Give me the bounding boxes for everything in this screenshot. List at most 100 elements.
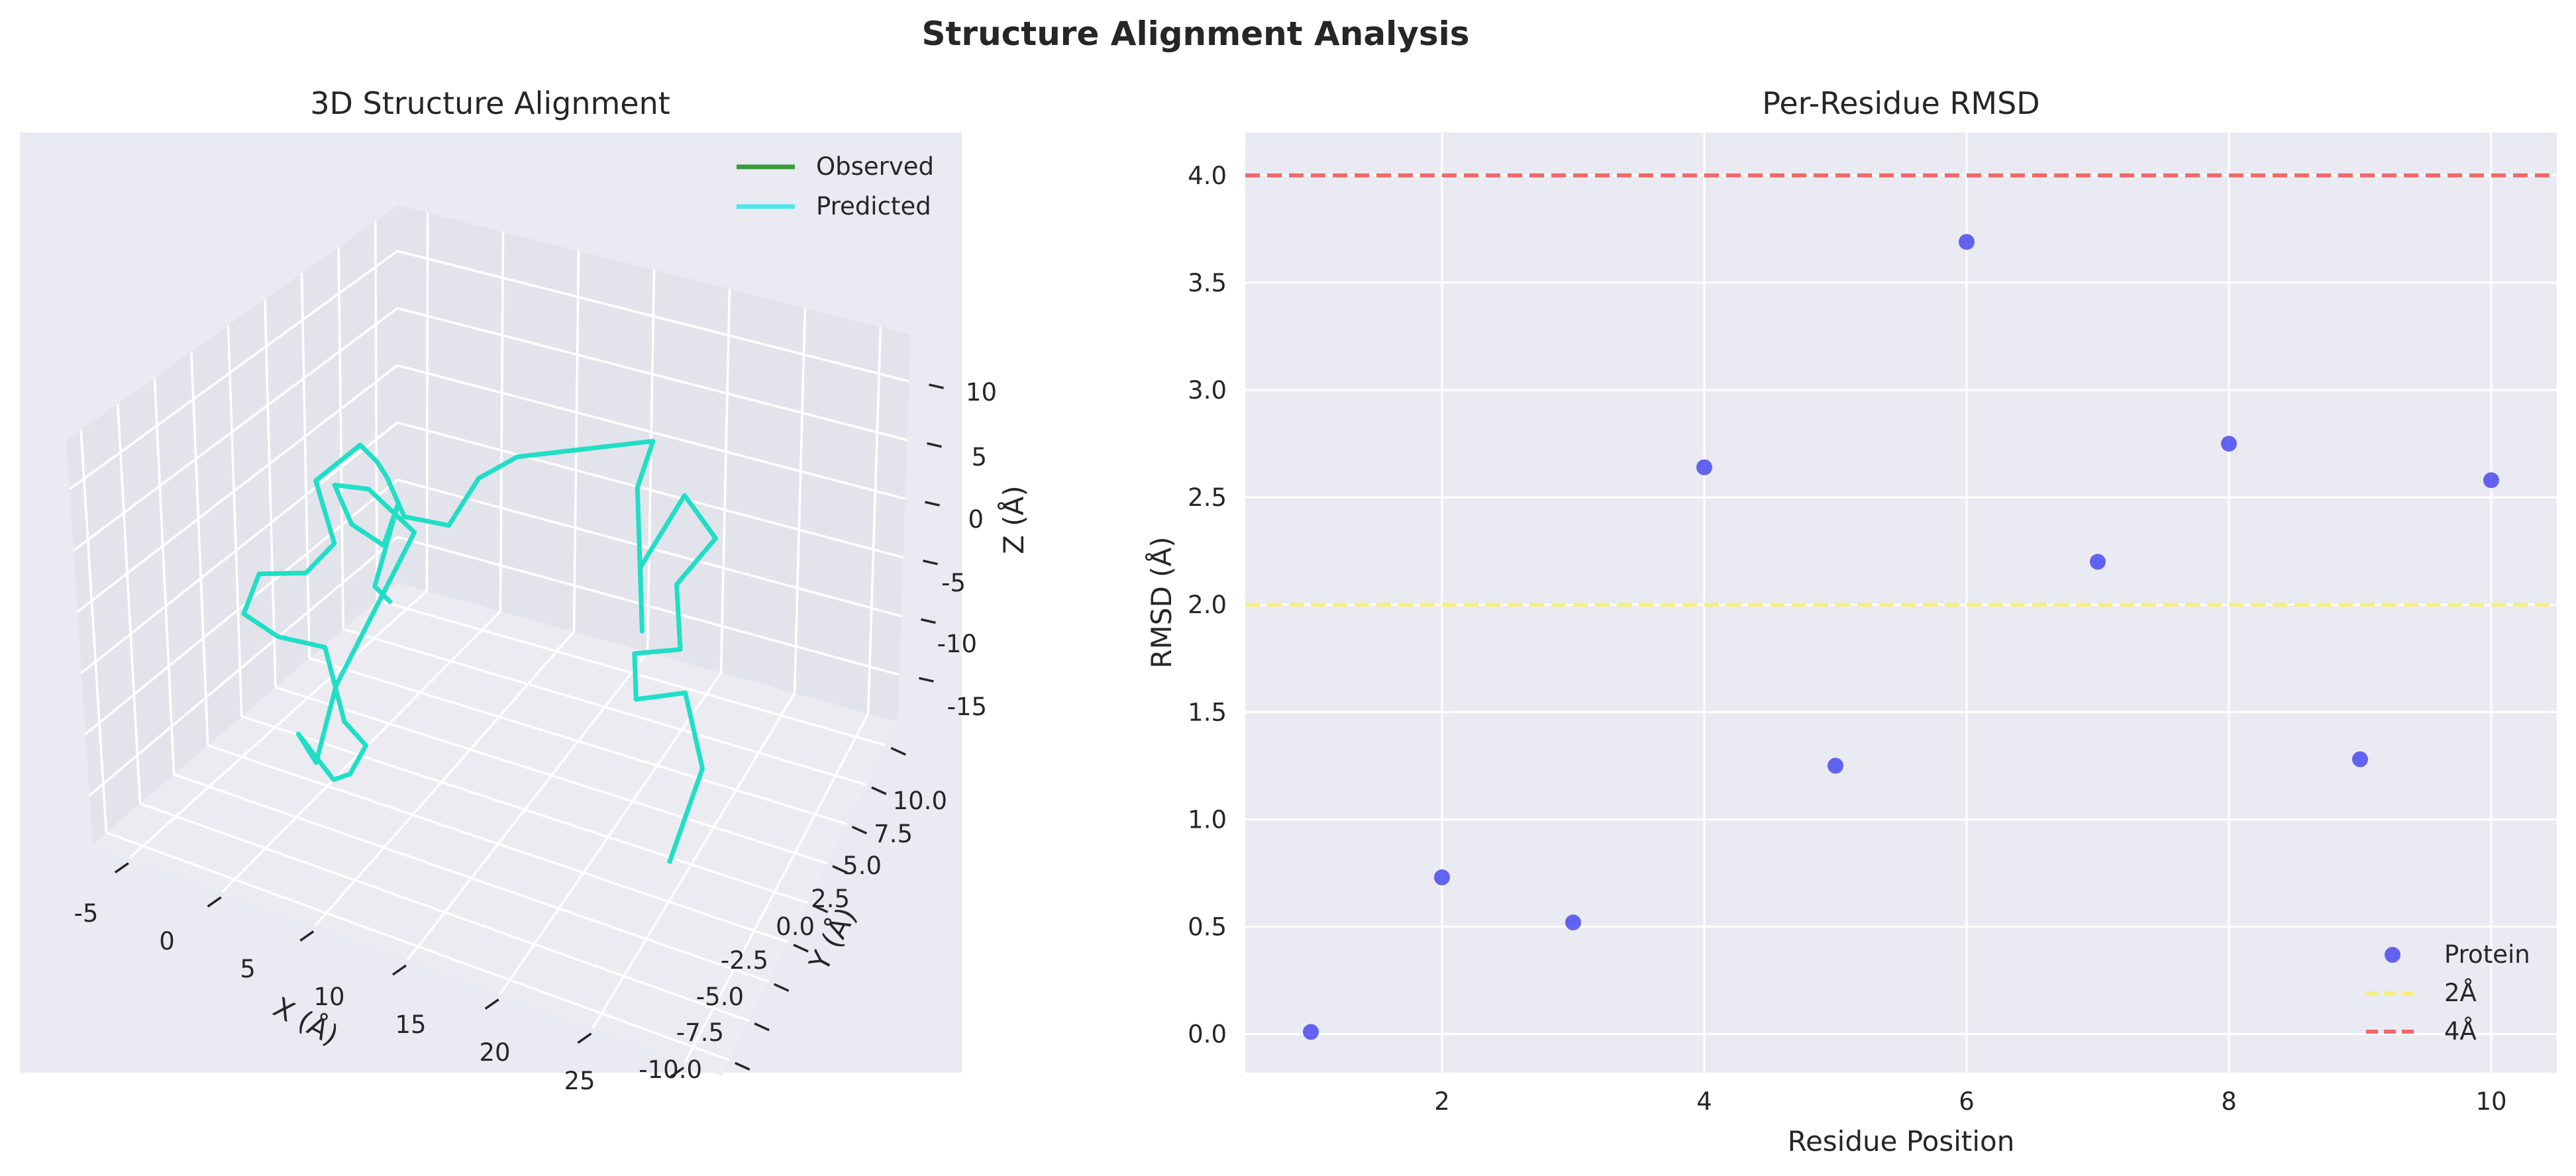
y-tick-label: 1.0: [1188, 805, 1227, 834]
z-tick-mark: [923, 560, 938, 565]
x-tick-label: 2: [1434, 1087, 1450, 1116]
rmsd-gridlines: [1245, 132, 2557, 1073]
y-tick-mark: [890, 747, 907, 756]
rmsd-points: [1303, 234, 2499, 1040]
3d-gridlines: [68, 213, 910, 1063]
3d-left-pane: [66, 205, 397, 844]
x-tick-label: 8: [2221, 1087, 2237, 1116]
z-tick-label: -10: [937, 630, 977, 658]
y-tick-mark: [812, 904, 829, 914]
x-tick-label: 25: [564, 1067, 595, 1095]
rmsd-axes-background: [1245, 132, 2557, 1073]
y-tick-label: 3.0: [1188, 376, 1227, 405]
rmsd-point: [2221, 436, 2237, 452]
z-tick-mark: [925, 501, 940, 507]
rmsd-point: [1303, 1024, 1319, 1040]
legend-2a-label: 2Å: [2444, 978, 2477, 1007]
y-tick-label: 3.5: [1188, 269, 1227, 297]
x-tick-labels: -5 0 5 10 15 20 25: [74, 899, 595, 1095]
z-tick-mark: [921, 618, 936, 624]
x-tick-label: 0: [159, 927, 175, 956]
y-tick-label: -10.0: [639, 1055, 702, 1084]
z-tick-label: 0: [968, 505, 984, 534]
rmsd-y-axis-label: RMSD (Å): [1145, 536, 1178, 668]
y-tick-mark: [735, 1061, 750, 1071]
z-tick-mark: [929, 383, 944, 389]
z-axis-label: Z (Å): [997, 485, 1030, 554]
y-tick-mark: [851, 825, 868, 835]
x-tick-label: 4: [1696, 1087, 1712, 1116]
rmsd-point: [2483, 472, 2499, 489]
y-tick-label: 7.5: [874, 820, 913, 848]
legend-protein-label: Protein: [2444, 940, 2530, 969]
x-tick-label: 10: [2475, 1087, 2506, 1116]
rmsd-panel: Per-Residue RMSD 0.0 0.5 1.0 1.5 2.0 2.5 3.0 3.…: [1145, 85, 2557, 1157]
y-tick-label: 10.0: [893, 787, 947, 815]
x-tick-mark: [114, 862, 129, 874]
rmsd-y-tick-labels: 0.0 0.5 1.0 1.5 2.0 2.5 3.0 3.5 4.0: [1188, 162, 1227, 1049]
structure-3d-title: 3D Structure Alignment: [310, 85, 670, 121]
y-tick-mark: [754, 1022, 770, 1032]
y-tick-mark: [773, 983, 790, 992]
y-tick-label: 0.0: [1188, 1020, 1227, 1049]
rmsd-point: [1565, 914, 1581, 931]
legend-predicted-label: Predicted: [816, 192, 931, 220]
x-tick-mark: [299, 930, 315, 942]
y-tick-label: 1.5: [1188, 698, 1227, 726]
structure-3d-panel: 3D Structure Alignment -5 0 5 10 15 20 2…: [20, 85, 1030, 1095]
y-tick-labels: -10.0 -7.5 -5.0 -2.5 0.0 2.5 5.0 7.5 10.…: [639, 787, 947, 1084]
x-tick-label: -5: [74, 899, 99, 928]
rmsd-point: [1959, 234, 1975, 250]
z-tick-label: -5: [941, 569, 966, 597]
y-tick-label: 2.0: [1188, 591, 1227, 619]
legend-4a-label: 4Å: [2444, 1016, 2477, 1046]
y-tick-label: 0.0: [776, 912, 815, 941]
x-tick-label: 20: [479, 1038, 510, 1067]
x-tick-label: 6: [1959, 1087, 1975, 1116]
x-tick-label: 15: [395, 1010, 426, 1039]
rmsd-legend: Protein 2Å 4Å: [2366, 940, 2530, 1046]
legend-protein-marker: [2385, 947, 2400, 963]
y-tick-mark: [832, 865, 848, 874]
rmsd-title: Per-Residue RMSD: [1762, 85, 2039, 121]
z-tick-label: 10: [966, 378, 997, 407]
x-tick-mark: [207, 896, 222, 908]
x-tick-mark: [391, 964, 407, 976]
x-tick-label: 10: [313, 983, 344, 1011]
rmsd-point: [1828, 758, 1843, 774]
predicted-trace-line: [241, 438, 718, 864]
rmsd-point: [1434, 869, 1450, 885]
z-tick-mark: [927, 442, 942, 448]
z-tick-labels: -15 -10 -5 0 5 10: [937, 378, 997, 721]
y-tick-label: 0.5: [1188, 913, 1227, 942]
figure-suptitle: Structure Alignment Analysis: [922, 15, 1470, 53]
y-tick-label: -2.5: [721, 946, 768, 975]
3d-floor-pane: [93, 583, 898, 1076]
z-tick-label: 5: [971, 443, 987, 471]
structure-3d-legend: Observed Predicted: [737, 152, 934, 220]
z-tick-label: -15: [947, 693, 987, 721]
x-tick-label: 5: [240, 955, 256, 983]
x-tick-mark: [577, 1032, 592, 1044]
x-tick-mark: [484, 999, 499, 1010]
x-tick-mark: [670, 1066, 685, 1078]
rmsd-x-tick-labels: 2 4 6 8 10: [1434, 1087, 2506, 1116]
y-tick-label: -5.0: [696, 983, 744, 1011]
3d-back-pane: [397, 205, 911, 722]
legend-observed-label: Observed: [816, 152, 934, 181]
y-tick-label: 4.0: [1188, 162, 1227, 190]
y-tick-mark: [871, 786, 887, 795]
y-tick-label: -7.5: [676, 1018, 724, 1047]
z-tick-mark: [919, 677, 934, 683]
y-tick-label: 2.5: [811, 885, 850, 913]
3d-tick-marks: [114, 383, 944, 1078]
rmsd-point: [1696, 459, 1712, 475]
rmsd-threshold-lines: [1245, 173, 2557, 607]
y-tick-mark: [793, 944, 809, 953]
rmsd-point: [2352, 751, 2368, 767]
y-tick-label: 5.0: [843, 852, 882, 880]
y-tick-label: 2.5: [1188, 483, 1227, 512]
rmsd-point: [2090, 554, 2106, 570]
rmsd-x-axis-label: Residue Position: [1788, 1125, 2015, 1157]
